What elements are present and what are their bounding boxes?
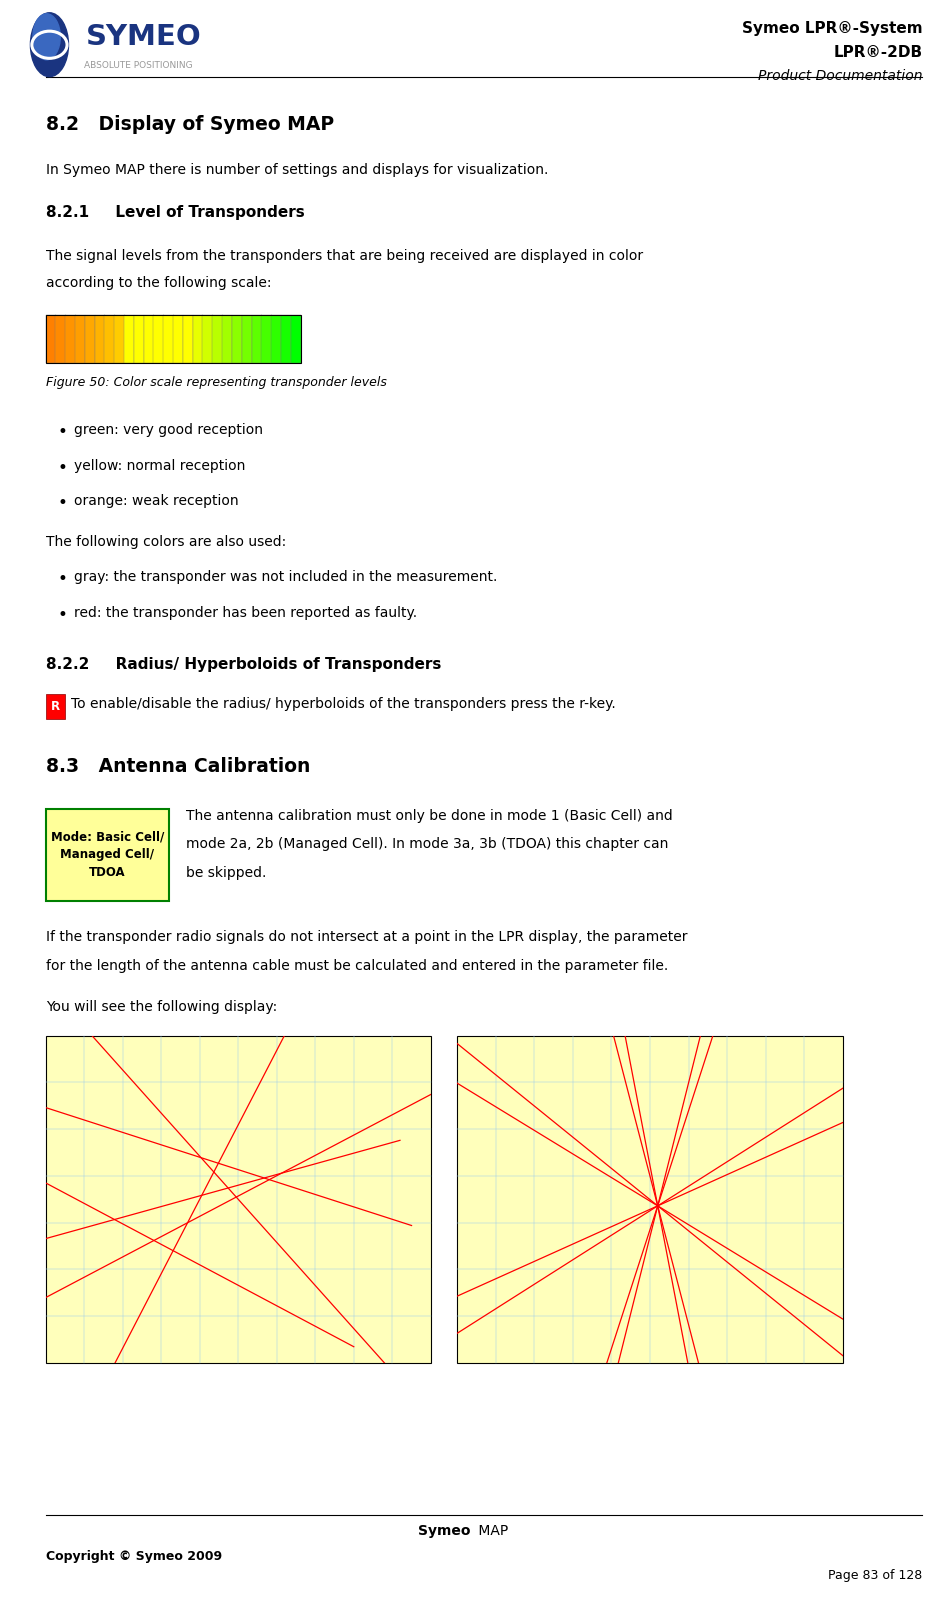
Bar <box>105 315 115 363</box>
Bar <box>114 315 125 363</box>
Text: MAP: MAP <box>474 1524 508 1539</box>
Bar <box>124 315 134 363</box>
Text: Mode: Basic Cell/
Managed Cell/
TDOA: Mode: Basic Cell/ Managed Cell/ TDOA <box>50 831 165 879</box>
Text: R: R <box>50 700 60 713</box>
Bar <box>212 315 223 363</box>
Bar <box>173 315 184 363</box>
Text: To enable/disable the radius/ hyperboloids of the transponders press the r-key.: To enable/disable the radius/ hyperboloi… <box>71 697 616 711</box>
Text: The signal levels from the transponders that are being received are displayed in: The signal levels from the transponders … <box>46 249 643 264</box>
Bar <box>251 315 262 363</box>
Text: for the length of the antenna cable must be calculated and entered in the parame: for the length of the antenna cable must… <box>46 959 668 973</box>
Bar <box>46 1036 431 1363</box>
Text: 8.3   Antenna Calibration: 8.3 Antenna Calibration <box>46 757 310 777</box>
Bar <box>203 315 213 363</box>
Text: •: • <box>57 459 67 476</box>
Text: •: • <box>57 494 67 511</box>
Bar <box>46 315 56 363</box>
Text: •: • <box>57 570 67 588</box>
Text: green: very good reception: green: very good reception <box>74 423 263 438</box>
Bar <box>271 315 281 363</box>
Text: mode 2a, 2b (Managed Cell). In mode 3a, 3b (TDOA) this chapter can: mode 2a, 2b (Managed Cell). In mode 3a, … <box>186 837 669 852</box>
Text: 8.2.2     Radius/ Hyperboloids of Transponders: 8.2.2 Radius/ Hyperboloids of Transponde… <box>46 657 441 671</box>
Bar <box>164 315 173 363</box>
Circle shape <box>33 14 60 59</box>
Text: orange: weak reception: orange: weak reception <box>74 494 239 508</box>
Bar <box>153 315 164 363</box>
Text: 8.2   Display of Symeo MAP: 8.2 Display of Symeo MAP <box>46 115 334 134</box>
Text: 8.2.1     Level of Transponders: 8.2.1 Level of Transponders <box>46 205 304 219</box>
Text: Product Documentation: Product Documentation <box>758 69 922 83</box>
Text: according to the following scale:: according to the following scale: <box>46 276 271 291</box>
Text: yellow: normal reception: yellow: normal reception <box>74 459 245 473</box>
Bar <box>183 315 193 363</box>
Text: SYMEO: SYMEO <box>86 22 202 51</box>
Text: ABSOLUTE POSITIONING: ABSOLUTE POSITIONING <box>84 61 192 70</box>
Text: be skipped.: be skipped. <box>186 866 267 880</box>
Bar <box>134 315 145 363</box>
Bar <box>85 315 95 363</box>
Bar <box>46 694 65 719</box>
Text: Symeo LPR®-System: Symeo LPR®-System <box>742 21 922 35</box>
Text: red: the transponder has been reported as faulty.: red: the transponder has been reported a… <box>74 606 417 620</box>
Text: You will see the following display:: You will see the following display: <box>46 1000 277 1015</box>
Bar <box>262 315 272 363</box>
Bar <box>66 315 75 363</box>
Text: Symeo: Symeo <box>418 1524 471 1539</box>
Bar <box>46 809 169 901</box>
Bar <box>75 315 86 363</box>
Bar <box>193 315 203 363</box>
Text: The antenna calibration must only be done in mode 1 (Basic Cell) and: The antenna calibration must only be don… <box>186 809 673 823</box>
Text: The following colors are also used:: The following colors are also used: <box>46 535 286 550</box>
Text: In Symeo MAP there is number of settings and displays for visualization.: In Symeo MAP there is number of settings… <box>46 163 548 177</box>
Text: gray: the transponder was not included in the measurement.: gray: the transponder was not included i… <box>74 570 497 585</box>
Text: •: • <box>57 423 67 441</box>
Circle shape <box>30 13 68 77</box>
Bar <box>46 315 301 363</box>
Bar <box>291 315 301 363</box>
Bar <box>95 315 105 363</box>
Bar <box>242 315 252 363</box>
Bar <box>457 1036 843 1363</box>
Bar <box>55 315 66 363</box>
Text: LPR®-2DB: LPR®-2DB <box>833 45 922 59</box>
Text: If the transponder radio signals do not intersect at a point in the LPR display,: If the transponder radio signals do not … <box>46 930 688 944</box>
Bar <box>144 315 154 363</box>
Text: Figure 50: Color scale representing transponder levels: Figure 50: Color scale representing tran… <box>46 376 386 388</box>
Text: Page 83 of 128: Page 83 of 128 <box>828 1569 922 1582</box>
Bar <box>232 315 243 363</box>
Text: Copyright © Symeo 2009: Copyright © Symeo 2009 <box>46 1550 222 1563</box>
Bar <box>223 315 232 363</box>
Text: •: • <box>57 606 67 623</box>
Bar <box>281 315 291 363</box>
Bar <box>46 1036 431 1363</box>
